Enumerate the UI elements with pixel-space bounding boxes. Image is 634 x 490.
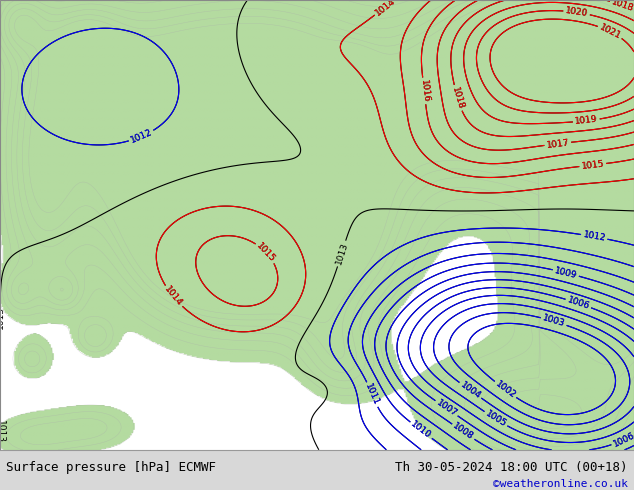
- Text: 1011: 1011: [363, 382, 381, 407]
- Text: 1013: 1013: [0, 306, 4, 329]
- Text: 1015: 1015: [255, 241, 277, 264]
- Text: 1010: 1010: [409, 420, 433, 441]
- Text: 1009: 1009: [553, 266, 578, 280]
- Text: 1020: 1020: [565, 6, 588, 19]
- Text: 1016: 1016: [418, 79, 430, 103]
- Text: 1006: 1006: [566, 295, 591, 311]
- Text: 1006: 1006: [612, 431, 634, 449]
- Text: Surface pressure [hPa] ECMWF: Surface pressure [hPa] ECMWF: [6, 461, 216, 474]
- Text: 1012: 1012: [582, 230, 606, 243]
- Text: 1006: 1006: [566, 295, 591, 311]
- Text: 1020: 1020: [565, 6, 588, 19]
- Text: 1018: 1018: [611, 0, 634, 13]
- Text: 1012: 1012: [129, 128, 153, 145]
- Text: 1018: 1018: [450, 86, 465, 110]
- Text: 1014: 1014: [373, 0, 397, 17]
- Text: ©weatheronline.co.uk: ©weatheronline.co.uk: [493, 479, 628, 489]
- Text: 1008: 1008: [451, 421, 476, 442]
- Text: 1017: 1017: [546, 138, 570, 149]
- Text: 1010: 1010: [409, 420, 433, 441]
- Text: 1007: 1007: [434, 398, 458, 418]
- Text: 1003: 1003: [541, 314, 566, 329]
- Text: 1005: 1005: [484, 409, 508, 429]
- Text: 1002: 1002: [493, 379, 517, 400]
- Text: 1007: 1007: [434, 398, 458, 418]
- Text: 1021: 1021: [598, 23, 623, 41]
- Text: 1014: 1014: [162, 285, 184, 308]
- Text: 1018: 1018: [450, 86, 465, 110]
- Text: 1011: 1011: [363, 382, 381, 407]
- Text: 1016: 1016: [418, 79, 430, 103]
- Text: 1019: 1019: [574, 115, 598, 126]
- Text: 1014: 1014: [162, 285, 184, 308]
- Text: 1004: 1004: [458, 380, 482, 401]
- Text: 1021: 1021: [598, 23, 623, 41]
- Text: 1015: 1015: [255, 241, 277, 264]
- Text: 1015: 1015: [581, 159, 605, 171]
- Text: 1019: 1019: [574, 115, 598, 126]
- Text: 1012: 1012: [582, 230, 606, 243]
- Text: 1014: 1014: [373, 0, 397, 17]
- Text: 1004: 1004: [458, 380, 482, 401]
- Text: 1015: 1015: [581, 159, 605, 171]
- Text: 1012: 1012: [129, 128, 153, 145]
- Text: 1018: 1018: [611, 0, 634, 13]
- Text: 1003: 1003: [541, 314, 566, 329]
- Text: 1008: 1008: [451, 421, 476, 442]
- Text: 1013: 1013: [334, 241, 349, 266]
- Text: 1002: 1002: [493, 379, 517, 400]
- Text: 1017: 1017: [546, 138, 570, 149]
- Text: Th 30-05-2024 18:00 UTC (00+18): Th 30-05-2024 18:00 UTC (00+18): [395, 461, 628, 474]
- Text: 1009: 1009: [553, 266, 578, 280]
- Text: 1013: 1013: [0, 420, 4, 443]
- Text: 1006: 1006: [612, 431, 634, 449]
- Text: 1005: 1005: [484, 409, 508, 429]
